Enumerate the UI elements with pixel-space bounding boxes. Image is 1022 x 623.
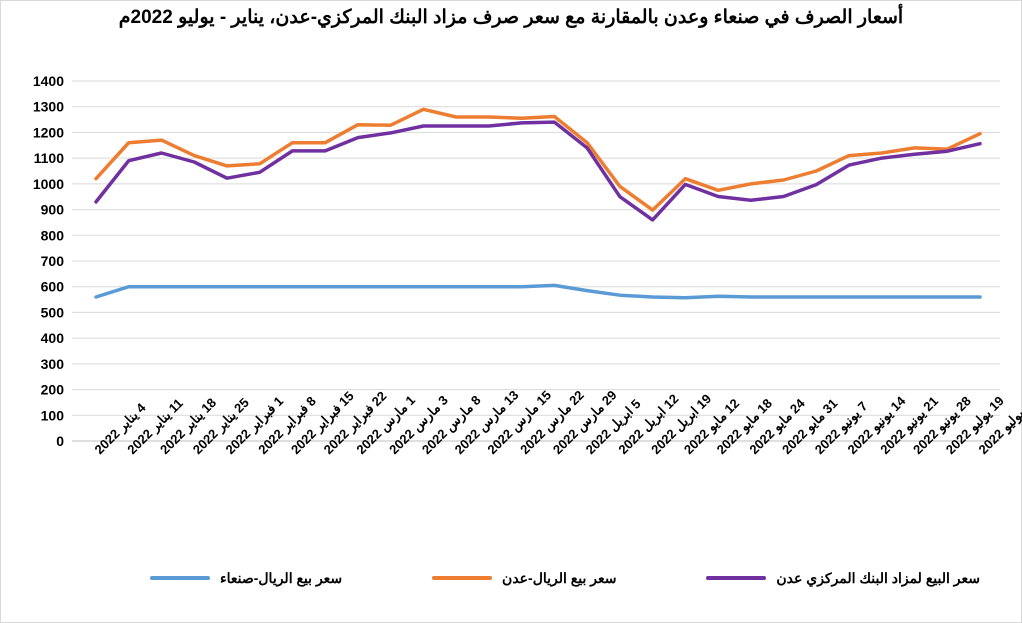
- y-tick-label: 0: [56, 433, 64, 449]
- y-tick-label: 800: [41, 227, 65, 243]
- legend-item: سعر بيع الريال-صنعاء: [150, 570, 342, 587]
- legend-swatch: [432, 576, 493, 580]
- chart-title: أسعار الصرف في صنعاء وعدن بالمقارنة مع س…: [118, 7, 904, 28]
- series-line-1: [94, 107, 982, 212]
- y-tick-label: 1300: [33, 99, 64, 115]
- legend-item: سعر البيع لمزاد البنك المركزي عدن: [706, 570, 980, 587]
- y-tick-label: 300: [41, 356, 65, 372]
- series-line-2: [94, 120, 982, 222]
- y-tick-label: 100: [41, 407, 65, 423]
- series-line-0: [94, 283, 982, 300]
- y-tick-label: 700: [41, 253, 65, 269]
- legend-swatch: [150, 576, 210, 580]
- y-tick-label: 200: [41, 382, 65, 398]
- y-tick-label: 1100: [34, 150, 65, 166]
- y-tick-label: 1400: [33, 73, 64, 89]
- gridlines: [72, 80, 1000, 416]
- y-tick-label: 600: [41, 279, 65, 295]
- legend-label: سعر بيع الريال-عدن: [502, 569, 617, 586]
- y-tick-label: 900: [41, 202, 65, 218]
- y-tick-label: 500: [41, 304, 65, 320]
- legend-label: سعر البيع لمزاد البنك المركزي عدن: [776, 569, 980, 586]
- y-tick-label: 1200: [33, 124, 64, 140]
- y-axis-tick-labels: 0 100 200 300 400 500 600 700 800 900 1000 1100 1200…: [33, 73, 64, 449]
- legend-swatch: [706, 576, 767, 580]
- legend-label: سعر بيع الريال-صنعاء: [220, 569, 343, 586]
- y-tick-label: 400: [41, 330, 65, 346]
- legend-item: سعر بيع الريال-عدن: [432, 570, 616, 587]
- y-tick-label: 1000: [33, 176, 64, 192]
- series-lines: [94, 107, 982, 300]
- legend: سعر البيع لمزاد البنك المركزي عدن سعر بيع…: [150, 566, 980, 590]
